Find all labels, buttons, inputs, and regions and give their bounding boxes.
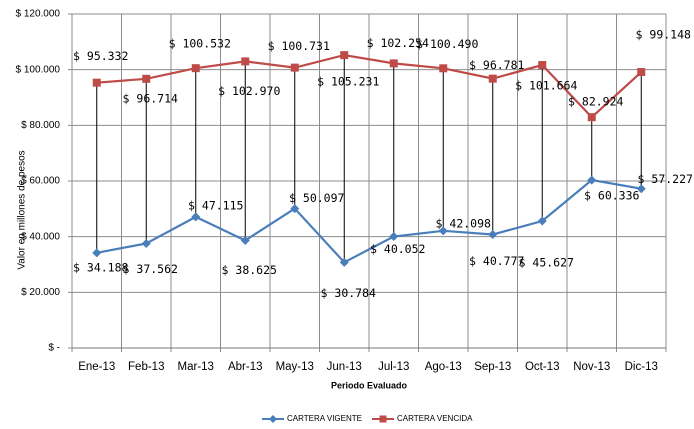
y-axis-title: Valor en millones de pesos <box>17 150 28 269</box>
data-label: $ 96.781 <box>469 58 524 72</box>
data-label: $ 47.115 <box>188 198 243 212</box>
marker <box>92 248 102 258</box>
data-label: $ 82.924 <box>568 95 623 109</box>
data-label: $ 101.664 <box>515 79 577 93</box>
x-tick-label: Mar-13 <box>178 361 214 373</box>
marker <box>587 113 596 122</box>
marker <box>92 78 101 87</box>
marker <box>537 216 547 226</box>
data-label: $ 96.714 <box>123 91 178 105</box>
legend-marker <box>269 415 277 423</box>
data-label: $ 34.188 <box>73 260 128 274</box>
y-tick-label: $ 20.000 <box>21 287 60 298</box>
y-tick-label: $ 60.000 <box>21 176 60 187</box>
marker <box>241 57 250 66</box>
marker <box>637 68 646 77</box>
marker <box>340 51 349 60</box>
data-label: $ 100.490 <box>416 37 478 51</box>
x-tick-label: Ene-13 <box>78 361 115 373</box>
data-label: $ 40.777 <box>469 254 524 268</box>
x-tick-label: May-13 <box>276 361 314 373</box>
data-label: $ 42.098 <box>436 216 491 230</box>
x-tick-label: Jul-13 <box>378 361 409 373</box>
marker <box>290 63 299 72</box>
data-label: $ 105.231 <box>317 75 379 89</box>
x-tick-label: Dic-13 <box>625 361 658 373</box>
marker <box>191 64 200 73</box>
data-label: $ 60.336 <box>584 189 639 203</box>
y-tick-label: $ 80.000 <box>21 120 60 131</box>
data-label: $ 100.532 <box>169 37 231 51</box>
x-tick-label: Ago-13 <box>425 361 462 373</box>
data-label: $ 57.227 <box>638 172 693 186</box>
data-label: $ 100.731 <box>268 39 330 53</box>
marker <box>141 238 151 248</box>
x-tick-label: Nov-13 <box>573 361 610 373</box>
marker <box>240 235 250 245</box>
marker <box>438 226 448 236</box>
marker <box>488 74 497 83</box>
y-tick-label: $ 100.000 <box>16 64 61 75</box>
marker <box>389 232 399 242</box>
x-tick-label: Sep-13 <box>474 361 511 373</box>
data-label: $ 95.332 <box>73 49 128 63</box>
legend-label: CARTERA VIGENTE <box>287 414 362 423</box>
x-tick-label: Feb-13 <box>128 361 164 373</box>
marker <box>538 61 547 70</box>
x-tick-label: Jun-13 <box>327 361 362 373</box>
data-label: $ 37.562 <box>123 262 178 276</box>
data-label: $ 102.254 <box>367 36 429 50</box>
marker <box>587 175 597 185</box>
y-tick-label: $ 40.000 <box>21 231 60 242</box>
data-label: $ 45.627 <box>519 256 574 270</box>
data-label: $ 50.097 <box>289 191 344 205</box>
data-label: $ 30.784 <box>321 286 376 300</box>
marker <box>488 230 498 240</box>
legend-label: CARTERA VENCIDA <box>397 414 473 423</box>
x-tick-label: Abr-13 <box>228 361 263 373</box>
series-line <box>96 178 642 264</box>
x-axis-title: Periodo Evaluado <box>331 380 408 390</box>
legend-marker <box>379 415 387 423</box>
marker <box>290 204 300 214</box>
y-tick-label: $ - <box>48 343 60 354</box>
marker <box>636 184 646 194</box>
data-label: $ 99.148 <box>636 28 691 42</box>
marker <box>389 59 398 68</box>
data-label: $ 102.970 <box>218 84 280 98</box>
series-line <box>96 53 642 119</box>
marker <box>339 257 349 267</box>
y-tick-label: $ 120.000 <box>16 9 61 20</box>
data-label: $ 40.052 <box>370 242 425 256</box>
x-tick-label: Oct-13 <box>525 361 560 373</box>
marker <box>142 74 151 83</box>
marker <box>191 212 201 222</box>
data-label: $ 38.625 <box>222 263 277 277</box>
marker <box>439 64 448 73</box>
